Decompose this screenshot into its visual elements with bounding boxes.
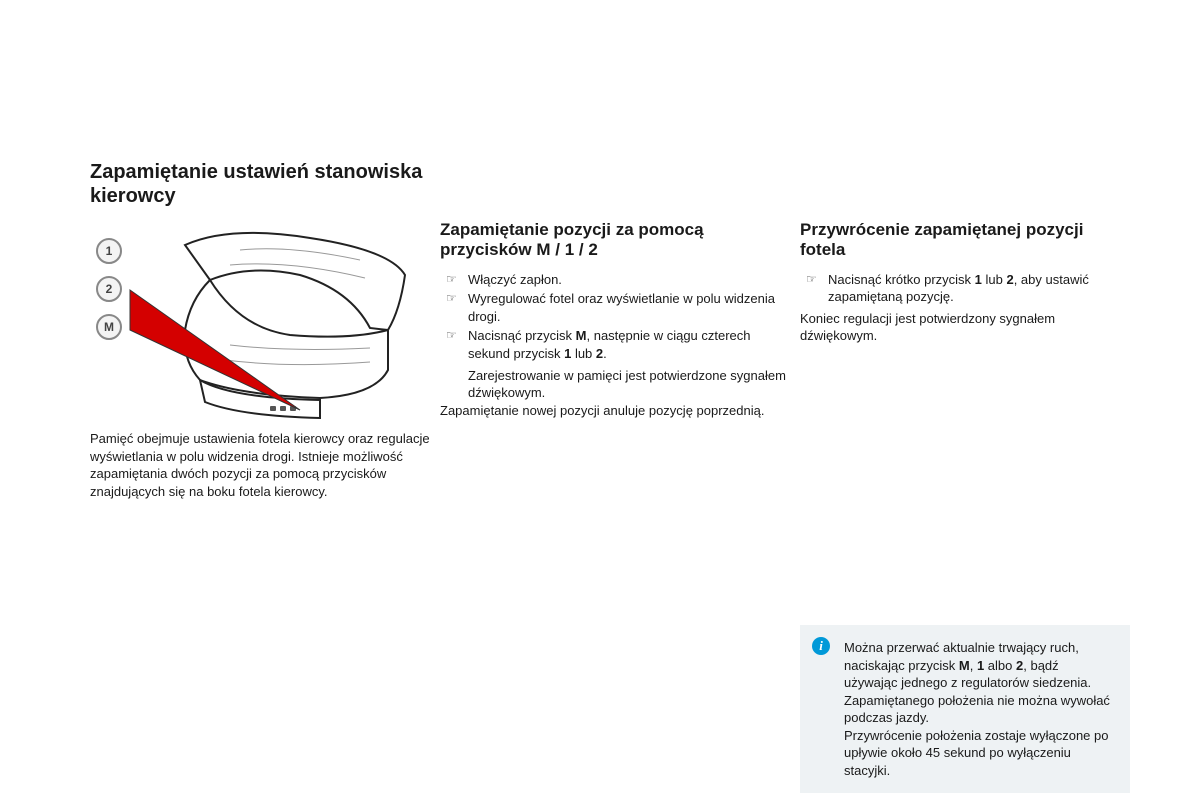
t: . xyxy=(603,346,607,361)
col3-item-1: Nacisnąć krótko przycisk 1 lub 2, aby us… xyxy=(800,271,1130,306)
seat-diagram: 1 2 M xyxy=(90,220,410,420)
b: 1 xyxy=(975,272,982,287)
memory-2-button[interactable]: 2 xyxy=(96,276,122,302)
col2-item-3: Nacisnąć przycisk M, następnie w ciągu c… xyxy=(440,327,790,362)
main-title: Zapamiętanie ustawień stanowiska kierowc… xyxy=(90,160,430,208)
seat-svg xyxy=(90,220,410,420)
col3-list: Nacisnąć krótko przycisk 1 lub 2, aby us… xyxy=(800,271,1130,306)
page-columns: Zapamiętanie ustawień stanowiska kierowc… xyxy=(90,160,1110,793)
col3-follow: Koniec regulacji jest potwierdzony sygna… xyxy=(800,310,1130,345)
info-icon: i xyxy=(812,637,830,655)
col2-item-1: Włączyć zapłon. xyxy=(440,271,790,289)
t: , xyxy=(970,658,977,673)
col1-body: Pamięć obejmuje ustawienia fotela kierow… xyxy=(90,430,430,500)
info-box: i Można przerwać aktualnie trwający ruch… xyxy=(800,625,1130,793)
info-p1: Można przerwać aktualnie trwający ruch, … xyxy=(844,639,1112,692)
t: Nacisnąć krótko przycisk xyxy=(828,272,975,287)
col2-item-2: Wyregulować fotel oraz wyświetlanie w po… xyxy=(440,290,790,325)
t: lub xyxy=(982,272,1007,287)
column-3: Przywrócenie zapamiętanej pozycji fotela… xyxy=(800,160,1130,793)
b: M xyxy=(959,658,970,673)
memory-1-button[interactable]: 1 xyxy=(96,238,122,264)
info-p2: Zapamiętanego położenia nie można wywoła… xyxy=(844,692,1112,727)
t: albo xyxy=(984,658,1016,673)
column-1: Zapamiętanie ustawień stanowiska kierowc… xyxy=(90,160,430,793)
column-2: Zapamiętanie pozycji za pomocą przyciskó… xyxy=(440,160,790,793)
col2-title: Zapamiętanie pozycji za pomocą przyciskó… xyxy=(440,220,790,261)
b: 2 xyxy=(1006,272,1013,287)
col2-follow1: Zarejestrowanie w pamięci jest potwierdz… xyxy=(440,367,790,402)
b: M xyxy=(576,328,587,343)
t: Nacisnąć przycisk xyxy=(468,328,576,343)
col2-list: Włączyć zapłon. Wyregulować fotel oraz w… xyxy=(440,271,790,363)
col2-follow2: Zapamiętanie nowej pozycji anuluje pozyc… xyxy=(440,402,790,420)
col3-title: Przywrócenie zapamiętanej pozycji fotela xyxy=(800,220,1130,261)
t: lub xyxy=(571,346,596,361)
info-p3: Przywrócenie położenia zostaje wyłączone… xyxy=(844,727,1112,780)
memory-m-button[interactable]: M xyxy=(96,314,122,340)
